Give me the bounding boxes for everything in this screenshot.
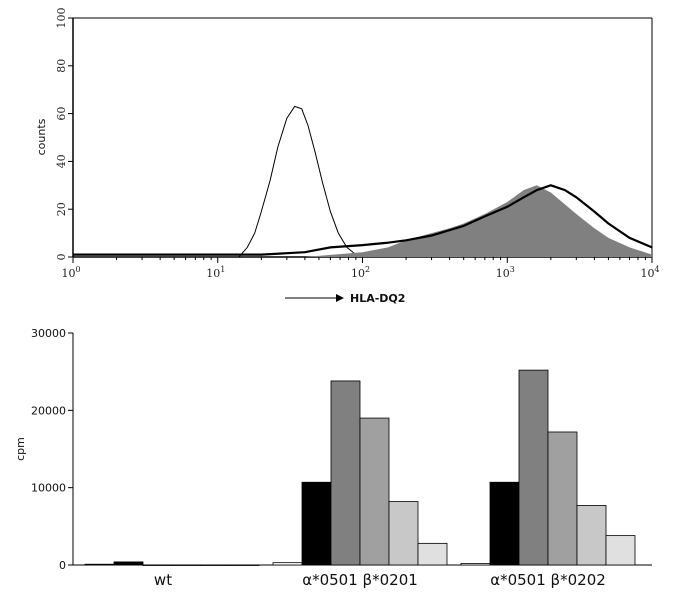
histogram-x-tick-label: 100 bbox=[61, 265, 80, 280]
bar-chart: 0 10000 20000 30000 wt α*0501 β*0201 α*0501 β… bbox=[14, 327, 652, 589]
bar bbox=[330, 380, 361, 566]
bar bbox=[272, 562, 303, 566]
tick-exponent: 4 bbox=[654, 265, 659, 274]
bar-category-label: α*0501 β*0202 bbox=[490, 571, 606, 589]
bar bbox=[518, 369, 549, 566]
bar bbox=[388, 501, 419, 566]
histogram-x-tick-label: 104 bbox=[640, 265, 659, 280]
histogram-y-tick-label: 60 bbox=[55, 107, 68, 121]
bar-y-tick-label: 30000 bbox=[31, 327, 66, 340]
bar bbox=[200, 564, 231, 566]
bar-category-label: wt bbox=[154, 571, 172, 589]
tick-exponent: 0 bbox=[75, 265, 80, 274]
bar-category-label: α*0501 β*0201 bbox=[302, 571, 418, 589]
bar bbox=[171, 564, 202, 566]
histogram-series-thick bbox=[73, 184, 653, 256]
bar bbox=[359, 417, 390, 566]
bar-y-tick-label: 20000 bbox=[31, 404, 66, 417]
arrow-head-icon bbox=[336, 294, 344, 302]
tick-base: 10 bbox=[351, 267, 365, 280]
bar-y-tick-label: 0 bbox=[59, 559, 66, 572]
histogram-y-tick-label: 20 bbox=[55, 202, 68, 216]
tick-exponent: 2 bbox=[365, 265, 370, 274]
tick-exponent: 3 bbox=[510, 265, 515, 274]
bar bbox=[605, 535, 636, 566]
histogram-y-tick-label: 80 bbox=[55, 59, 68, 73]
tick-base: 10 bbox=[61, 267, 75, 280]
bar bbox=[301, 481, 332, 566]
tick-base: 10 bbox=[206, 267, 220, 280]
histogram-x-title-text: HLA-DQ2 bbox=[350, 292, 405, 305]
tick-base: 10 bbox=[640, 267, 654, 280]
histogram-y-tick-label: 0 bbox=[55, 254, 68, 261]
bar-y-title: cpm bbox=[14, 437, 27, 461]
histogram-x-tick-label: 101 bbox=[206, 265, 225, 280]
histogram-x-tick-label: 103 bbox=[496, 265, 515, 280]
histogram-x-title: HLA-DQ2 bbox=[285, 292, 405, 305]
bar bbox=[547, 431, 578, 566]
bar bbox=[113, 561, 144, 566]
bar-y-tick-label: 10000 bbox=[31, 482, 66, 495]
histogram-y-title: counts bbox=[35, 118, 48, 155]
bar bbox=[417, 542, 448, 566]
histogram-series-thin bbox=[238, 105, 363, 258]
histogram-y-tick-label: 40 bbox=[55, 154, 68, 168]
tick-base: 10 bbox=[496, 267, 510, 280]
bar bbox=[576, 505, 607, 566]
tick-exponent: 1 bbox=[220, 265, 225, 274]
bar bbox=[489, 481, 520, 566]
histogram-x-tick-label: 102 bbox=[351, 265, 370, 280]
histogram-series-filled bbox=[304, 185, 652, 257]
bar bbox=[84, 563, 115, 566]
histogram-y-tick-label: 100 bbox=[55, 8, 68, 29]
bar bbox=[142, 564, 173, 566]
bar bbox=[229, 564, 260, 566]
bar bbox=[460, 563, 491, 566]
